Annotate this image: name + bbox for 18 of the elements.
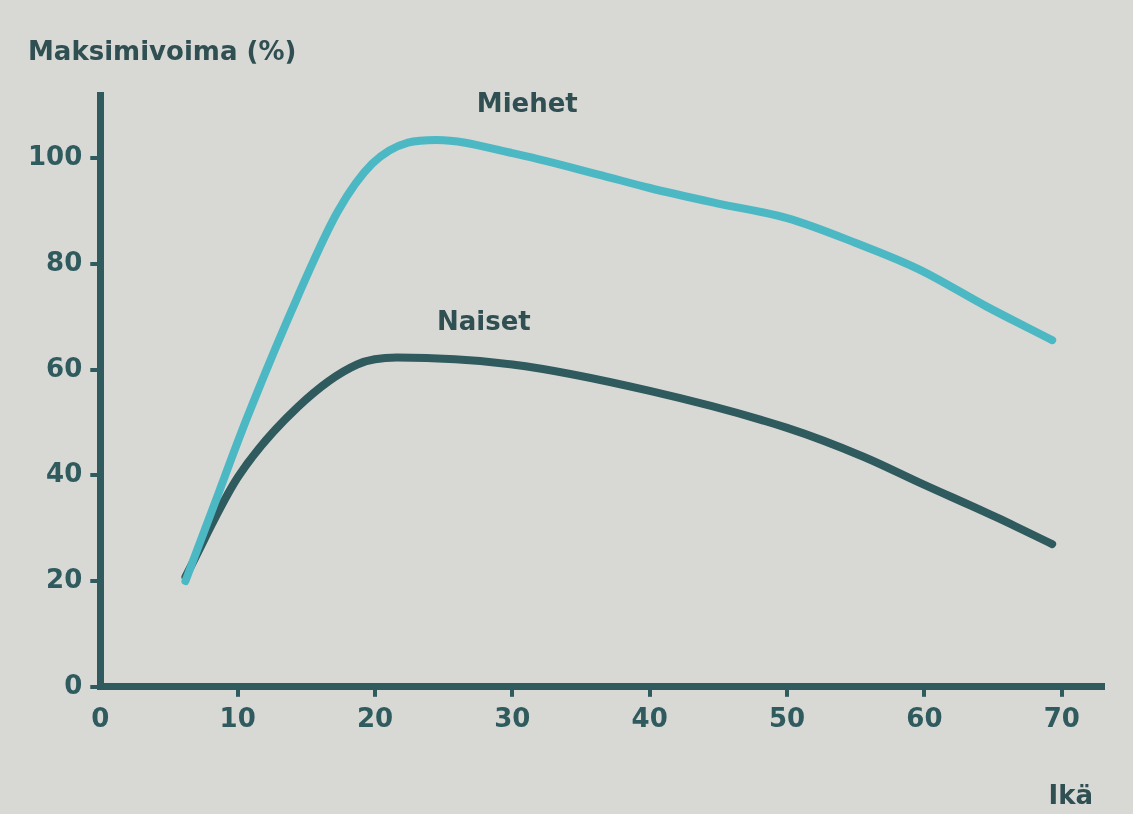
x-tick-label: 40 <box>631 703 668 734</box>
y-tick-label: 20 <box>46 563 83 594</box>
x-axis-title: Ikä <box>1048 780 1093 810</box>
x-tick-label: 30 <box>494 703 531 734</box>
series-label: Naiset <box>436 305 531 336</box>
x-tick-label: 50 <box>768 703 806 734</box>
y-axis-title: Maksimivoima (%) <box>28 36 297 66</box>
x-tick-label: 60 <box>906 703 943 734</box>
y-tick-label: 80 <box>46 246 83 277</box>
x-tick-label: 20 <box>356 703 394 734</box>
x-tick-label: 70 <box>1043 703 1080 734</box>
y-tick-label: 40 <box>46 458 83 489</box>
y-tick-label: 60 <box>46 352 83 383</box>
y-tick-label: 100 <box>27 141 83 172</box>
x-tick-label: 10 <box>219 703 256 734</box>
y-tick-label: 0 <box>64 669 83 700</box>
x-tick-label: 0 <box>91 703 110 734</box>
series-label: Miehet <box>476 87 578 118</box>
